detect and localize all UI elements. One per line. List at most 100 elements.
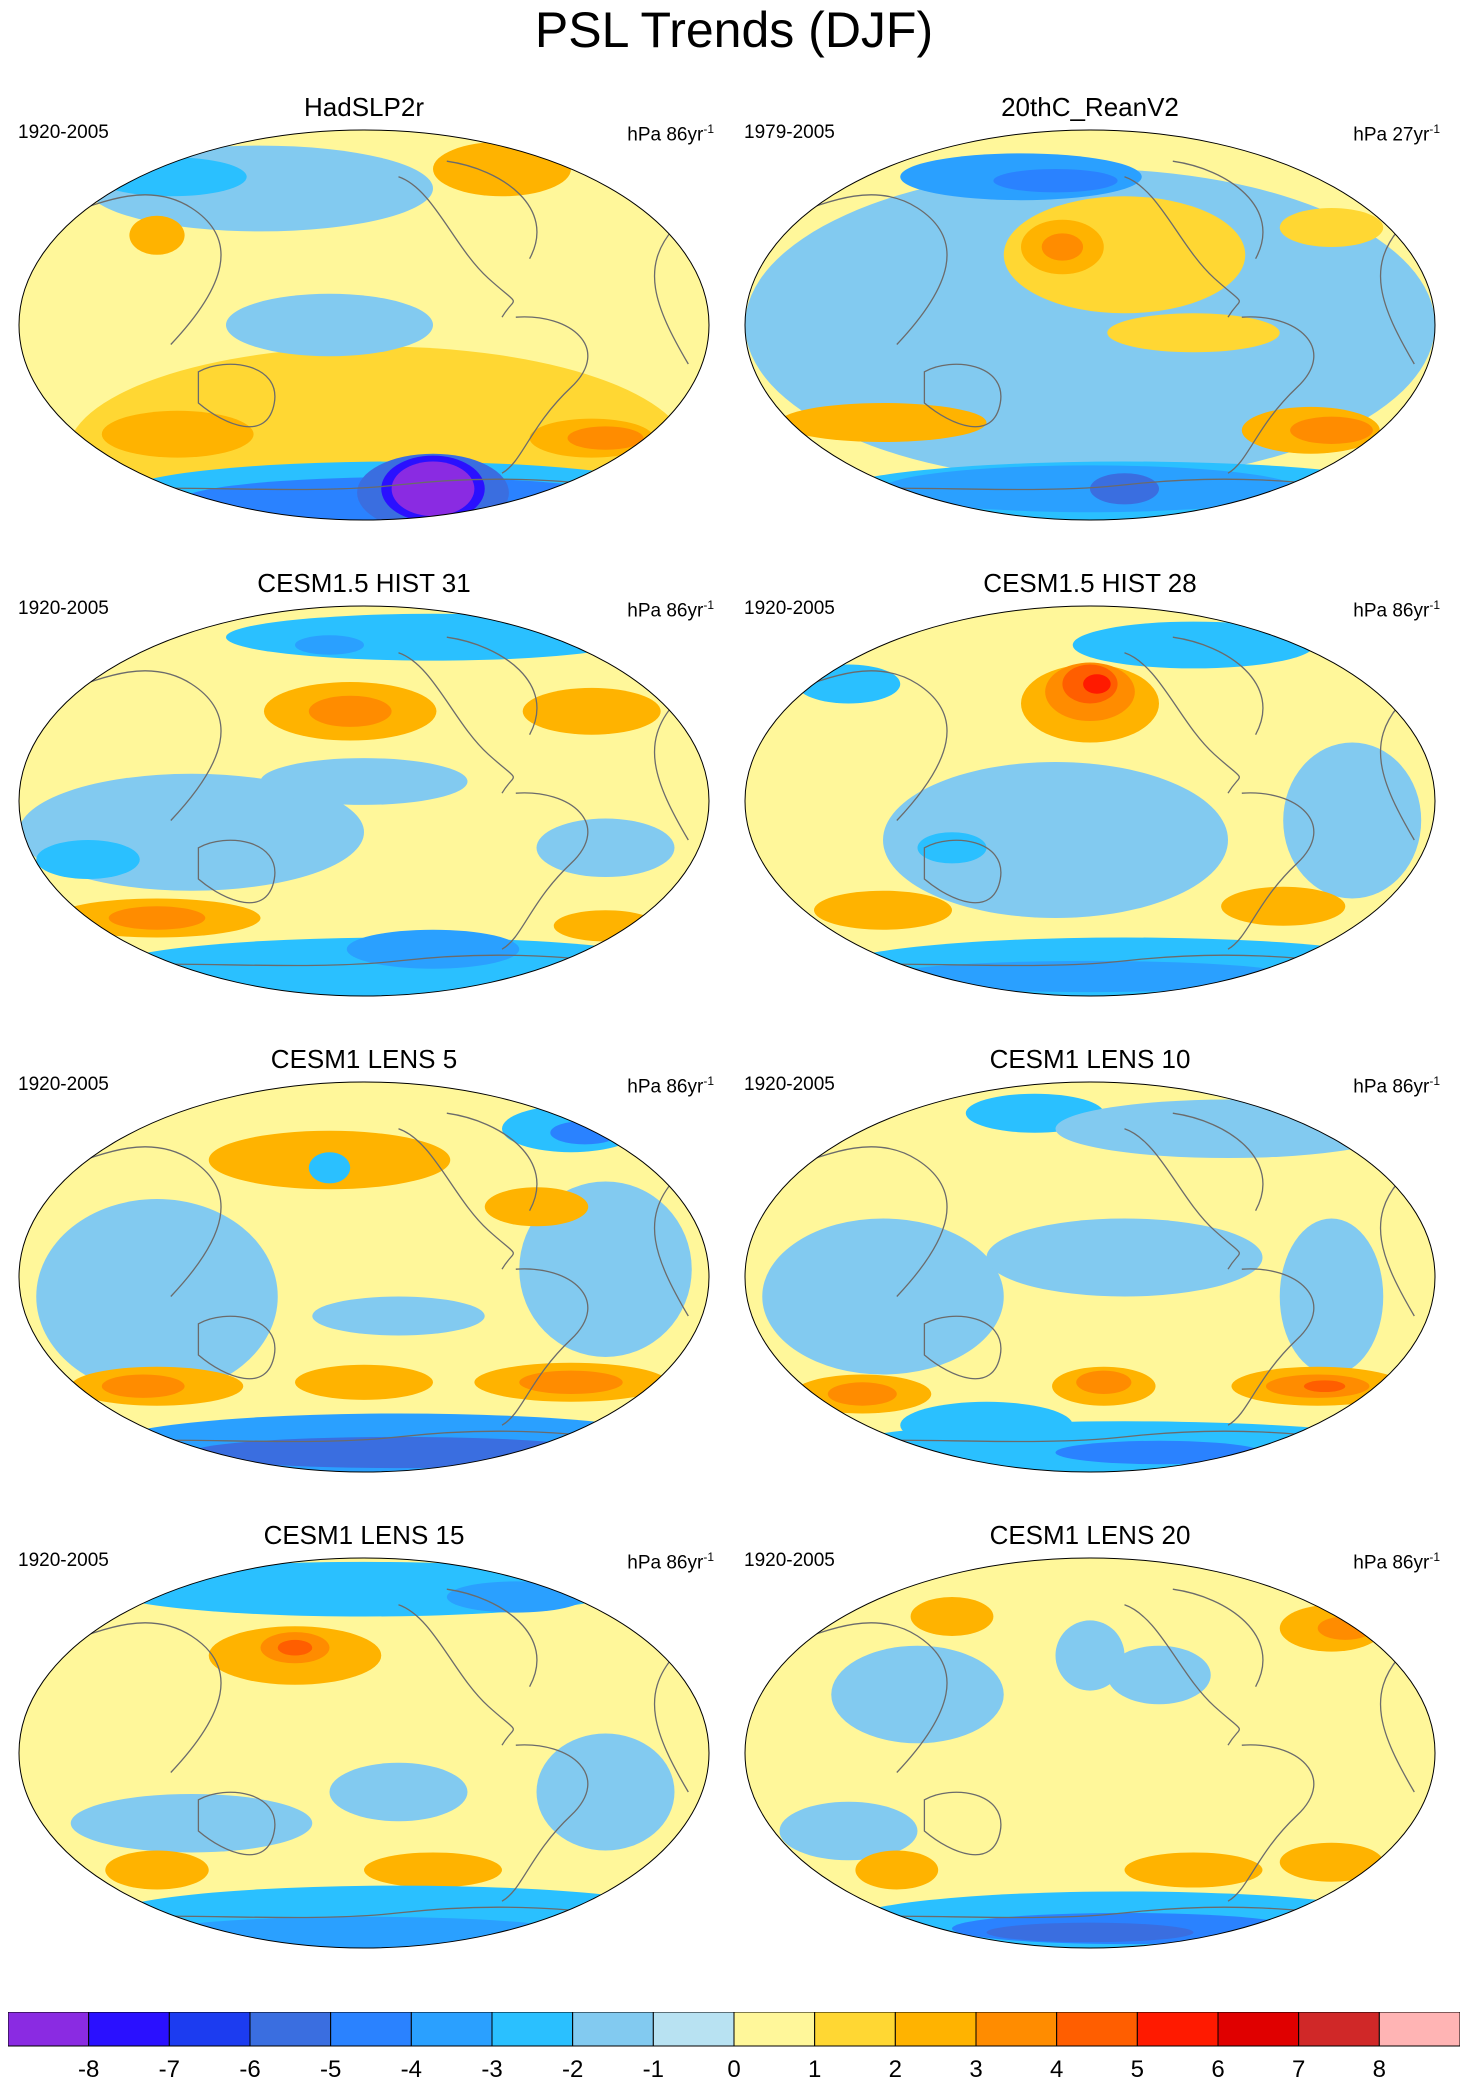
contour-region <box>308 695 392 727</box>
contour-region <box>883 960 1297 993</box>
contour-region <box>129 215 185 255</box>
contour-region <box>1279 1218 1384 1375</box>
contour-region <box>484 1187 589 1227</box>
contour-region <box>827 1382 897 1406</box>
colorbar-swatch <box>733 2012 816 2047</box>
map-border <box>744 1557 1436 1949</box>
colorbar-tick-label: -2 <box>561 2056 584 2083</box>
contour-region <box>1090 473 1159 505</box>
panel-units: hPa 86yr-1 <box>1353 1074 1440 1098</box>
contour-region <box>446 1581 585 1613</box>
contour-region <box>105 1850 209 1890</box>
map-panel: 20thC_ReanV2 1979-2005 hPa 27yr-1 <box>740 92 1440 532</box>
colorbar-swatch <box>168 2012 251 2047</box>
contour-region <box>567 426 644 450</box>
panel-units: hPa 86yr-1 <box>1353 598 1440 622</box>
colorbar-swatch <box>491 2012 574 2047</box>
panel-units: hPa 86yr-1 <box>1353 1550 1440 1574</box>
map-border <box>744 1081 1436 1473</box>
colorbar-swatch <box>8 2012 90 2047</box>
colorbar-tick-label: 2 <box>888 2056 902 2083</box>
colorbar-swatch <box>1217 2012 1300 2047</box>
panel-title: CESM1.5 HIST 31 <box>257 568 471 598</box>
colorbar-tick-label: 0 <box>727 2056 741 2083</box>
map-plot <box>744 1081 1436 1473</box>
contour-region <box>329 1762 468 1822</box>
colorbar-tick-label: 5 <box>1130 2056 1144 2083</box>
colorbar-swatch <box>652 2012 735 2047</box>
map-panel: CESM1.5 HIST 31 1920-2005 hPa 86yr-1 <box>14 568 714 1008</box>
panel-title: CESM1 LENS 5 <box>270 1044 458 1074</box>
contour-region <box>745 169 1435 481</box>
contour-region <box>101 410 254 458</box>
contour-region <box>519 1181 692 1357</box>
contour-region <box>1124 1852 1263 1888</box>
colorbar-tick-label: -7 <box>158 2056 180 2083</box>
coastline <box>32 160 689 494</box>
colorbar <box>8 2012 1460 2047</box>
contour-region <box>550 1121 620 1145</box>
contour-region <box>1055 1440 1263 1465</box>
panel-years: 1920-2005 <box>18 598 109 619</box>
map-panel: CESM1 LENS 10 1920-2005 hPa 86yr-1 <box>740 1044 1440 1484</box>
coastline <box>758 636 1415 970</box>
panel-title: HadSLP2r <box>304 92 424 122</box>
colorbar-swatch <box>975 2012 1058 2047</box>
colorbar-tick-label: -4 <box>400 2056 422 2083</box>
colorbar-swatch <box>330 2012 412 2047</box>
contour-region <box>226 293 433 357</box>
contour-region <box>70 1793 313 1853</box>
map-panel: CESM1.5 HIST 28 1920-2005 hPa 86yr-1 <box>740 568 1440 1008</box>
panel-units: hPa 27yr-1 <box>1353 122 1440 146</box>
map-border <box>744 605 1436 997</box>
contour-region <box>536 818 675 878</box>
contour-region <box>1221 886 1346 926</box>
map-plot <box>18 129 710 521</box>
figure-title: PSL Trends (DJF) <box>534 2 934 58</box>
map-plot <box>744 605 1436 997</box>
colorbar-tick-label: -3 <box>481 2056 503 2083</box>
colorbar-tick-label: -1 <box>642 2056 664 2083</box>
panel-units: hPa 86yr-1 <box>627 598 714 622</box>
contour-region <box>433 141 571 197</box>
panel-years: 1920-2005 <box>744 1550 835 1571</box>
map-plot <box>18 1557 710 1949</box>
contour-region <box>814 890 952 930</box>
contour-region <box>1107 313 1280 353</box>
colorbar-swatch <box>88 2012 170 2047</box>
colorbar-swatch <box>894 2012 977 2047</box>
map-border <box>18 1081 710 1473</box>
panel-title: CESM1.5 HIST 28 <box>983 568 1197 598</box>
colorbar-tick-label: 7 <box>1291 2056 1306 2083</box>
colorbar-tick-label: -6 <box>239 2056 261 2083</box>
colorbar-tick-label: 1 <box>807 2056 822 2083</box>
colorbar-swatch <box>1056 2012 1138 2047</box>
contour-region <box>855 1850 939 1890</box>
colorbar-swatch <box>814 2012 896 2047</box>
contour-region <box>1303 1380 1346 1393</box>
contour-region <box>226 613 640 661</box>
contour-region <box>910 1597 994 1636</box>
contour-region <box>1076 1370 1132 1394</box>
colorbar-swatch <box>1136 2012 1219 2047</box>
contour-region <box>1055 1620 1125 1691</box>
coastline <box>758 160 1415 494</box>
map-border <box>18 605 710 997</box>
panel-title: CESM1 LENS 10 <box>989 1044 1191 1074</box>
coastline <box>32 1588 689 1922</box>
colorbar-swatch <box>1378 2012 1460 2047</box>
panel-years: 1920-2005 <box>18 1074 109 1095</box>
contour-region <box>536 1733 675 1851</box>
coastline <box>32 1112 689 1446</box>
contour-region <box>295 635 364 655</box>
contour-region <box>1055 1099 1401 1159</box>
contour-region <box>1283 742 1422 899</box>
contour-region <box>36 840 140 879</box>
map-plot <box>18 605 710 997</box>
map-panel: CESM1 LENS 20 1920-2005 hPa 86yr-1 <box>740 1520 1440 1960</box>
panel-title: CESM1 LENS 15 <box>263 1520 465 1550</box>
contour-region <box>779 1801 918 1861</box>
contour-region <box>986 1218 1263 1297</box>
panel-units: hPa 86yr-1 <box>627 1550 714 1574</box>
map-plot <box>18 1081 710 1473</box>
